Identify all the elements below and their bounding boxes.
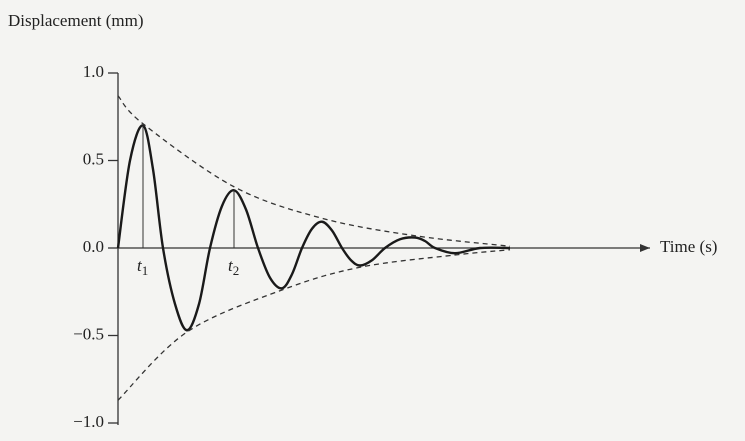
chart: Displacement (mm) Time (s) 1.0 0.5 0.0 −0.5… xyxy=(0,0,745,441)
y-tick-label: 1.0 xyxy=(83,62,104,81)
y-tick-label: −0.5 xyxy=(73,324,104,343)
x-axis-label: Time (s) xyxy=(660,237,717,256)
envelope-line xyxy=(118,250,510,401)
y-tick-label: 0.0 xyxy=(83,237,104,256)
x-axis-arrow xyxy=(640,244,650,252)
annotation-subscript: 2 xyxy=(233,263,240,278)
series-line xyxy=(118,125,510,330)
annotation-label: t1 xyxy=(137,256,148,278)
y-axis-label: Displacement (mm) xyxy=(8,11,144,30)
y-tick-label: 0.5 xyxy=(83,149,104,168)
y-tick-label: −1.0 xyxy=(73,412,104,431)
annotation-label: t2 xyxy=(228,256,239,278)
envelope-line xyxy=(118,96,510,247)
annotation-subscript: 1 xyxy=(142,263,149,278)
